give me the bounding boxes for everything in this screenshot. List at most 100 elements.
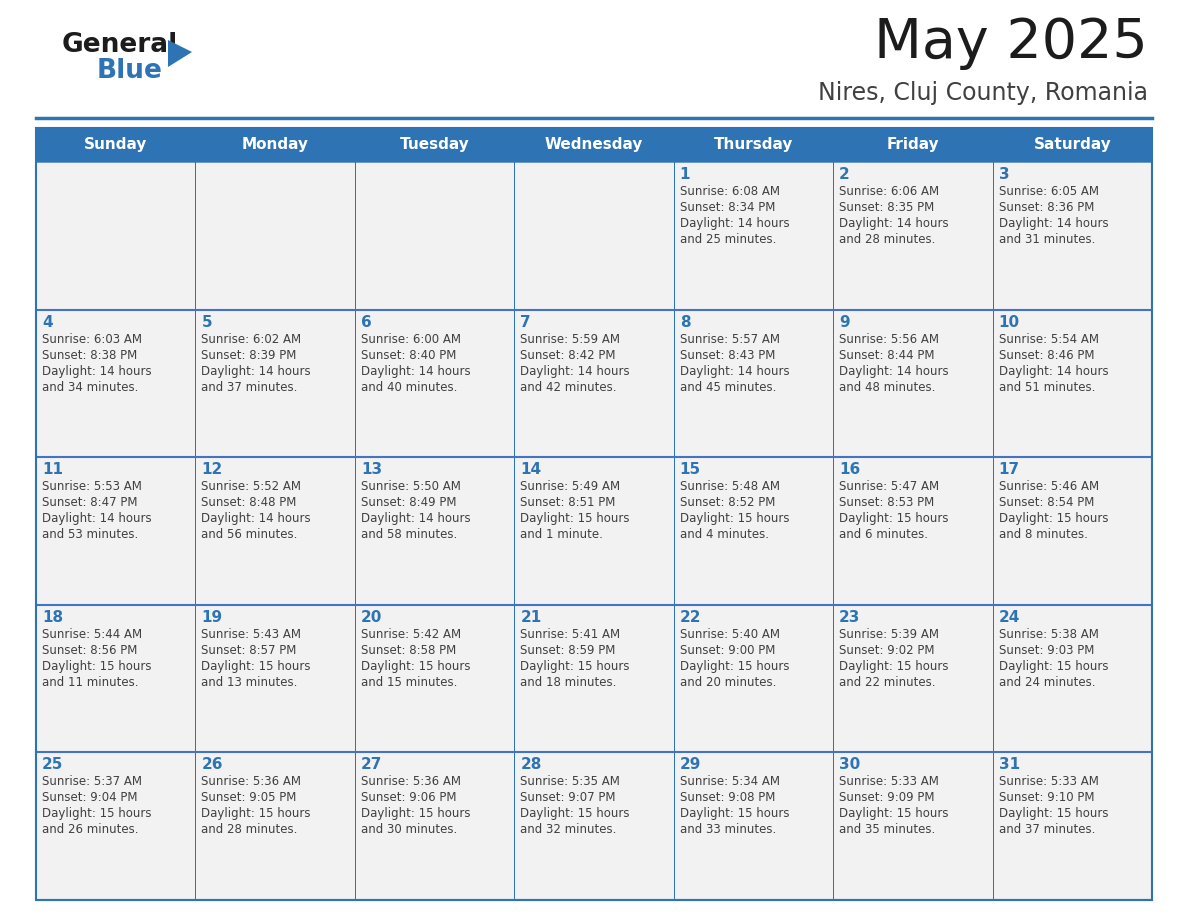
Text: Daylight: 14 hours: Daylight: 14 hours [42,512,152,525]
Text: and 33 minutes.: and 33 minutes. [680,823,776,836]
Bar [514,162,674,309]
Text: Daylight: 15 hours: Daylight: 15 hours [839,660,949,673]
Polygon shape [168,40,192,67]
Text: Sunset: 8:49 PM: Sunset: 8:49 PM [361,497,456,509]
Bar [196,605,355,753]
Text: Daylight: 15 hours: Daylight: 15 hours [999,512,1108,525]
Text: Sunset: 8:52 PM: Sunset: 8:52 PM [680,497,775,509]
Text: Sunrise: 5:43 AM: Sunrise: 5:43 AM [202,628,302,641]
Text: Sunrise: 6:00 AM: Sunrise: 6:00 AM [361,332,461,345]
Text: Daylight: 14 hours: Daylight: 14 hours [202,512,311,525]
Text: Sunrise: 6:05 AM: Sunrise: 6:05 AM [999,185,1099,198]
Text: 30: 30 [839,757,860,772]
Bar [36,162,196,309]
Text: Daylight: 15 hours: Daylight: 15 hours [42,660,152,673]
Bar [36,309,196,457]
Text: Sunrise: 6:03 AM: Sunrise: 6:03 AM [42,332,143,345]
Text: and 37 minutes.: and 37 minutes. [202,381,298,394]
Bar [36,753,196,900]
Text: Monday: Monday [241,138,309,152]
Text: 3: 3 [999,167,1009,182]
Bar [992,128,1152,162]
Text: 1: 1 [680,167,690,182]
Text: Sunset: 8:43 PM: Sunset: 8:43 PM [680,349,775,362]
Text: and 42 minutes.: and 42 minutes. [520,381,617,394]
Text: Daylight: 14 hours: Daylight: 14 hours [361,364,470,377]
Text: Sunrise: 5:50 AM: Sunrise: 5:50 AM [361,480,461,493]
Text: Sunrise: 5:48 AM: Sunrise: 5:48 AM [680,480,779,493]
Text: 31: 31 [999,757,1019,772]
Text: Daylight: 14 hours: Daylight: 14 hours [839,217,949,230]
Text: Sunset: 9:06 PM: Sunset: 9:06 PM [361,791,456,804]
Text: Sunrise: 5:46 AM: Sunrise: 5:46 AM [999,480,1099,493]
Text: Wednesday: Wednesday [545,138,643,152]
Text: and 22 minutes.: and 22 minutes. [839,676,936,688]
Text: Sunrise: 5:36 AM: Sunrise: 5:36 AM [202,776,302,789]
Text: Daylight: 14 hours: Daylight: 14 hours [839,364,949,377]
Text: Sunset: 8:42 PM: Sunset: 8:42 PM [520,349,615,362]
Text: Nires, Cluj County, Romania: Nires, Cluj County, Romania [819,81,1148,105]
Text: Sunset: 9:07 PM: Sunset: 9:07 PM [520,791,615,804]
Bar [36,457,196,605]
Bar [992,753,1152,900]
Text: and 35 minutes.: and 35 minutes. [839,823,935,836]
Text: 22: 22 [680,610,701,625]
Bar [355,309,514,457]
Bar [833,457,992,605]
Text: Sunset: 9:10 PM: Sunset: 9:10 PM [999,791,1094,804]
Text: and 34 minutes.: and 34 minutes. [42,381,138,394]
Text: Sunday: Sunday [84,138,147,152]
Text: Daylight: 14 hours: Daylight: 14 hours [361,512,470,525]
Text: 21: 21 [520,610,542,625]
Text: Sunset: 8:57 PM: Sunset: 8:57 PM [202,644,297,656]
Text: Saturday: Saturday [1034,138,1111,152]
Text: Daylight: 15 hours: Daylight: 15 hours [839,808,949,821]
Text: and 4 minutes.: and 4 minutes. [680,528,769,542]
Text: and 53 minutes.: and 53 minutes. [42,528,138,542]
Text: General: General [62,32,178,58]
Text: and 6 minutes.: and 6 minutes. [839,528,928,542]
Bar [355,753,514,900]
Bar [674,162,833,309]
Bar [992,605,1152,753]
Text: Daylight: 14 hours: Daylight: 14 hours [680,217,789,230]
Text: Sunrise: 6:06 AM: Sunrise: 6:06 AM [839,185,940,198]
Text: Sunrise: 5:40 AM: Sunrise: 5:40 AM [680,628,779,641]
Text: and 8 minutes.: and 8 minutes. [999,528,1087,542]
Text: 8: 8 [680,315,690,330]
Bar [674,457,833,605]
Text: Blue: Blue [97,58,163,84]
Text: Sunset: 8:51 PM: Sunset: 8:51 PM [520,497,615,509]
Text: Friday: Friday [886,138,940,152]
Text: Sunset: 8:53 PM: Sunset: 8:53 PM [839,497,935,509]
Bar [674,605,833,753]
Text: Sunrise: 5:33 AM: Sunrise: 5:33 AM [999,776,1099,789]
Text: and 25 minutes.: and 25 minutes. [680,233,776,246]
Text: 15: 15 [680,462,701,477]
Text: Sunset: 9:00 PM: Sunset: 9:00 PM [680,644,775,656]
Text: Sunrise: 5:53 AM: Sunrise: 5:53 AM [42,480,141,493]
Text: Sunset: 8:47 PM: Sunset: 8:47 PM [42,497,138,509]
Text: and 1 minute.: and 1 minute. [520,528,604,542]
Text: May 2025: May 2025 [874,16,1148,70]
Text: Sunset: 8:58 PM: Sunset: 8:58 PM [361,644,456,656]
Text: Sunrise: 6:02 AM: Sunrise: 6:02 AM [202,332,302,345]
Text: 5: 5 [202,315,211,330]
Text: Sunrise: 5:54 AM: Sunrise: 5:54 AM [999,332,1099,345]
Text: and 31 minutes.: and 31 minutes. [999,233,1095,246]
Text: Sunrise: 5:52 AM: Sunrise: 5:52 AM [202,480,302,493]
Text: Daylight: 14 hours: Daylight: 14 hours [999,364,1108,377]
Text: and 13 minutes.: and 13 minutes. [202,676,298,688]
Bar [36,605,196,753]
Text: Sunrise: 5:41 AM: Sunrise: 5:41 AM [520,628,620,641]
Text: Daylight: 14 hours: Daylight: 14 hours [520,364,630,377]
Text: Daylight: 14 hours: Daylight: 14 hours [680,364,789,377]
Text: Sunrise: 5:57 AM: Sunrise: 5:57 AM [680,332,779,345]
Bar [992,162,1152,309]
Text: and 58 minutes.: and 58 minutes. [361,528,457,542]
Bar [355,128,514,162]
Bar [196,457,355,605]
Bar [833,128,992,162]
Text: 25: 25 [42,757,63,772]
Bar [833,605,992,753]
